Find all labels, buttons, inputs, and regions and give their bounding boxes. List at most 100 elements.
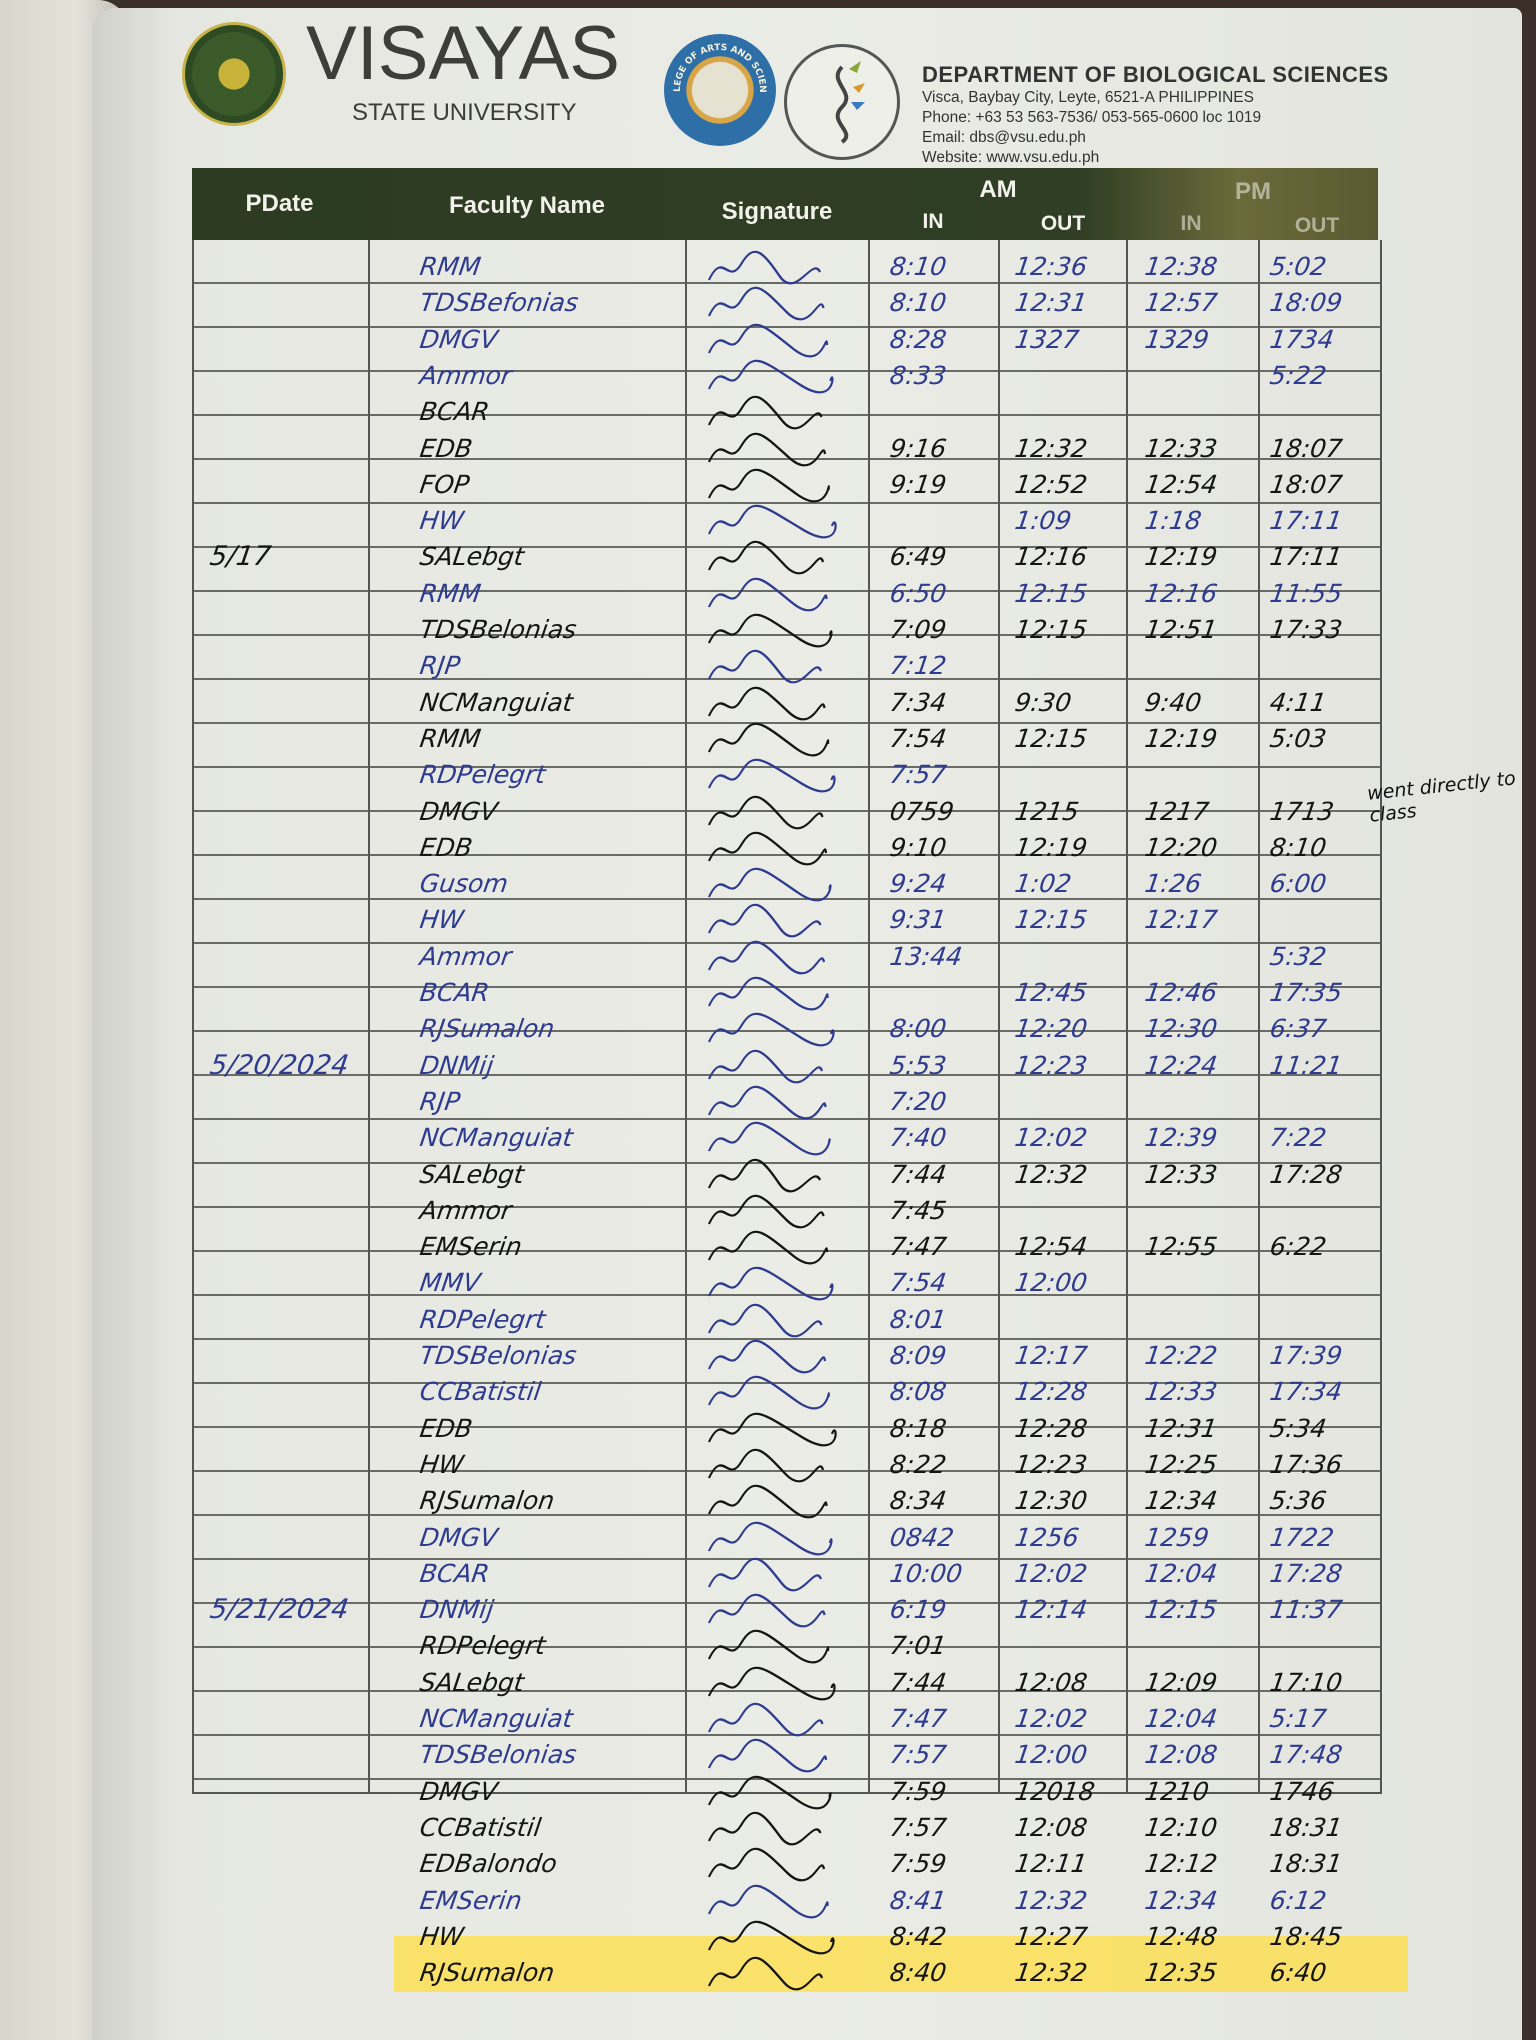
pm-in-time: 12:55 (1143, 1232, 1220, 1262)
signature-scribble (696, 355, 853, 408)
table-row: NCManguiat 7:34 9:30 9:40 4:11 (0, 686, 1536, 724)
signature-scribble (696, 1335, 853, 1388)
table-row: EDB 9:10 12:19 12:20 8:10 (0, 831, 1536, 869)
entry-date: 5/17 (207, 541, 273, 573)
am-in-time: 7:44 (888, 1159, 949, 1189)
pm-out-time: 18:09 (1268, 288, 1345, 318)
table-row: CCBatistil 7:57 12:08 12:10 18:31 (0, 1811, 1536, 1849)
am-out-time: 12:11 (1013, 1849, 1090, 1879)
am-out-time: 1327 (1013, 324, 1081, 354)
pm-out-time: 17:39 (1268, 1341, 1345, 1370)
pm-in-time: 12:16 (1143, 578, 1220, 608)
pm-in-time: 12:34 (1143, 1885, 1220, 1915)
college-logo: COLLEGE OF ARTS AND SCIENCES (664, 34, 776, 146)
faculty-name: BCAR (418, 397, 492, 427)
am-in-time: 7:59 (888, 1776, 949, 1806)
signature-scribble (696, 428, 853, 481)
table-row: RDPelegrt 7:01 (0, 1630, 1536, 1667)
signature-scribble (696, 1008, 853, 1061)
entry-date: 5/20/2024 (207, 1049, 351, 1081)
table-row: RJSumalon 8:34 12:30 12:34 5:36 (0, 1485, 1536, 1522)
table-row: EMSerin 8:41 12:32 12:34 6:12 (0, 1884, 1536, 1922)
pm-out-time: 17:11 (1268, 542, 1345, 572)
signature-scribble (696, 1734, 853, 1787)
faculty-name: EDB (418, 832, 475, 862)
pm-out-time: 11:21 (1268, 1050, 1345, 1080)
am-out-time: 12:00 (1013, 1740, 1090, 1770)
signature-scribble (696, 1771, 853, 1824)
pm-out-time: 1713 (1268, 796, 1336, 826)
signature-scribble (696, 319, 853, 372)
signature-scribble (696, 718, 853, 771)
table-row: Ammor 13:44 5:32 (0, 940, 1536, 978)
pm-in-time: 1217 (1143, 796, 1211, 826)
faculty-name: RDPelegrt (418, 1304, 548, 1334)
faculty-name: DNMij (418, 1595, 496, 1625)
pm-out-time: 6:22 (1268, 1232, 1329, 1262)
department-info: DEPARTMENT OF BIOLOGICAL SCIENCES Visca,… (922, 62, 1389, 168)
am-out-time: 12:36 (1013, 252, 1090, 281)
table-row: EDB 8:18 12:28 12:31 5:34 (0, 1412, 1536, 1450)
pm-in-time: 12:48 (1143, 1921, 1220, 1951)
pm-in-time: 12:31 (1143, 1413, 1220, 1443)
signature-scribble (696, 645, 853, 698)
pm-out-time: 17:28 (1268, 1159, 1345, 1189)
am-out-time: 12:32 (1013, 433, 1090, 463)
signature-scribble (696, 1880, 853, 1933)
am-out-time: 12:02 (1013, 1123, 1090, 1153)
department-name: DEPARTMENT OF BIOLOGICAL SCIENCES (922, 62, 1389, 87)
table-row: RMM 7:54 12:15 12:19 5:03 (0, 722, 1536, 760)
department-email: Email: dbs@vsu.edu.ph (922, 129, 1086, 146)
faculty-name: BCAR (418, 978, 492, 1007)
table-row: Gusom 9:24 1:02 1:26 6:00 (0, 867, 1536, 905)
faculty-name: Gusom (418, 869, 510, 899)
column-header-name: Faculty Name (448, 192, 606, 219)
table-row: TDSBelonias 7:09 12:15 12:51 17:33 (0, 613, 1536, 651)
pm-in-time: 12:08 (1143, 1740, 1220, 1770)
signature-scribble (696, 1081, 853, 1134)
faculty-name: SALebgt (418, 1159, 526, 1189)
pm-out-time: 6:40 (1268, 1958, 1329, 1988)
am-in-time: 8:09 (888, 1341, 949, 1370)
pm-out-time: 1734 (1268, 324, 1336, 354)
am-in-time: 7:47 (888, 1232, 949, 1262)
pm-out-time: 18:07 (1268, 469, 1345, 499)
faculty-name: DNMij (418, 1050, 496, 1080)
am-in-time: 6:19 (888, 1595, 949, 1625)
pm-out-time: 5:34 (1268, 1413, 1329, 1443)
pm-in-time: 12:20 (1143, 832, 1220, 862)
pm-in-time: 12:34 (1143, 1486, 1220, 1516)
am-in-time: 7:59 (888, 1849, 949, 1879)
faculty-name: Ammor (418, 941, 514, 971)
am-in-time: 8:28 (888, 324, 949, 354)
am-in-time: 0842 (888, 1522, 956, 1552)
pm-in-time: 12:09 (1143, 1667, 1220, 1697)
signature-scribble (696, 1589, 853, 1642)
faculty-name: NCManguiat (418, 1123, 575, 1153)
pm-in-time: 1:18 (1143, 506, 1204, 536)
table-row: RMM 6:50 12:15 12:16 11:55 (0, 577, 1536, 615)
signature-scribble (696, 1190, 853, 1243)
pm-in-time: 12:17 (1143, 905, 1220, 935)
am-in-time: 7:12 (888, 651, 949, 681)
table-row: BCAR 10:00 12:02 12:04 17:28 (0, 1557, 1536, 1595)
pm-in-time: 12:33 (1143, 1377, 1220, 1407)
signature-scribble (696, 1553, 853, 1606)
faculty-name: NCManguiat (418, 1704, 575, 1733)
faculty-name: SALebgt (418, 1667, 526, 1697)
university-seal-logo (182, 22, 286, 126)
pm-in-time: 1:26 (1143, 869, 1204, 899)
pm-out-time: 5:03 (1268, 723, 1329, 753)
am-in-time: 9:10 (888, 832, 949, 862)
pm-in-time: 12:54 (1143, 469, 1220, 499)
table-row: RJSumalon 8:00 12:20 12:30 6:37 (0, 1013, 1536, 1050)
am-out-time: 1:02 (1013, 869, 1074, 899)
pm-in-time: 12:33 (1143, 433, 1220, 463)
column-header-pm-in: IN (1180, 212, 1202, 235)
am-in-time: 9:19 (888, 469, 949, 499)
department-phone: Phone: +63 53 563-7536/ 053-565-0600 loc… (922, 109, 1262, 126)
am-in-time: 5:53 (888, 1050, 949, 1080)
faculty-name: HW (418, 905, 466, 935)
am-out-time: 12:32 (1013, 1159, 1090, 1189)
pm-out-time: 18:31 (1268, 1849, 1345, 1879)
